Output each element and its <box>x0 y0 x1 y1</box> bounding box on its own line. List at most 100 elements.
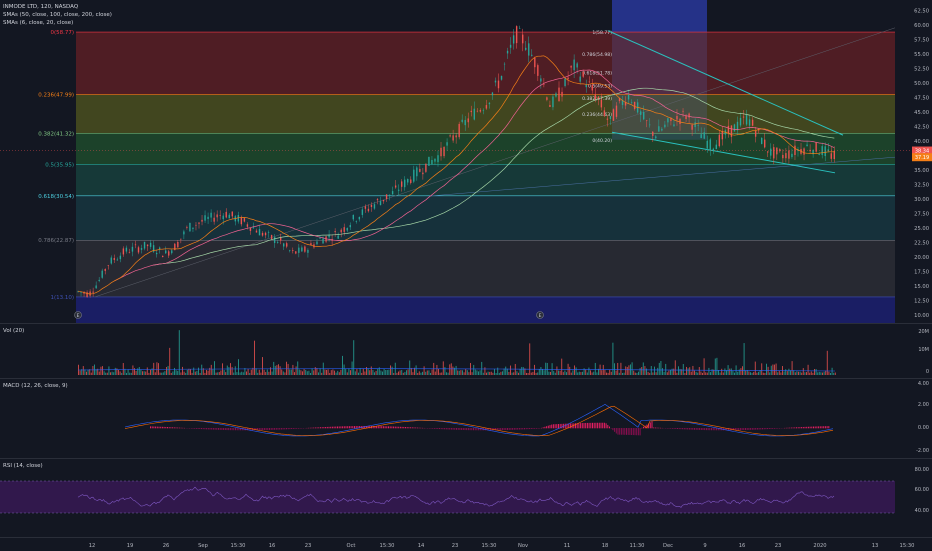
volume-bar <box>729 369 730 375</box>
macd-hist-bar <box>397 427 398 429</box>
candle-body <box>386 194 387 199</box>
macd-hist-bar <box>777 428 778 429</box>
candle-body <box>604 110 605 115</box>
macd-hist-bar <box>531 428 532 429</box>
macd-hist-bar <box>325 427 326 428</box>
candle-body <box>92 292 93 293</box>
macd-hist-bar <box>208 428 209 429</box>
candle-body <box>803 148 804 154</box>
macd-hist-bar <box>561 424 562 428</box>
candle-body <box>716 145 717 149</box>
candle-body <box>673 124 674 126</box>
volume-bar <box>396 373 397 375</box>
candle-body <box>434 159 435 162</box>
macd-hist-bar <box>298 428 299 429</box>
macd-hist-bar <box>364 426 365 428</box>
candle-body <box>643 112 644 119</box>
volume-bar <box>232 367 233 375</box>
macd-hist-bar <box>689 428 690 430</box>
macd-hist-bar <box>512 428 513 430</box>
time-axis-label: 12 <box>89 543 96 549</box>
macd-hist-bar <box>815 426 816 428</box>
volume-bar <box>328 369 329 375</box>
volume-bar <box>616 371 617 375</box>
volume-bar <box>472 372 473 375</box>
time-axis-label: 9 <box>703 543 706 549</box>
volume-bar <box>707 373 708 375</box>
candle-body <box>286 243 287 246</box>
macd-hist-bar <box>507 428 508 430</box>
volume-bar <box>816 369 817 375</box>
macd-hist-bar <box>267 428 268 430</box>
time-axis-label: 19 <box>127 543 134 549</box>
candle-body <box>392 191 393 194</box>
candle-body <box>682 111 683 112</box>
candle-body <box>271 235 272 239</box>
macd-hist-bar <box>390 426 391 428</box>
volume-bar <box>208 371 209 375</box>
fib-label: 0.5(35.95) <box>45 162 74 168</box>
candle-body <box>377 199 378 200</box>
candle-body <box>595 94 596 100</box>
volume-bar <box>136 371 137 375</box>
candle-body <box>749 119 750 125</box>
macd-hist-bar <box>621 428 622 435</box>
volume-bar <box>339 372 340 375</box>
volume-bar <box>355 371 356 375</box>
volume-bar <box>696 372 697 375</box>
candle-body <box>443 147 444 156</box>
macd-hist-bar <box>640 428 641 435</box>
volume-bar <box>276 365 277 375</box>
volume-bar <box>420 373 421 375</box>
candle-body <box>416 167 417 176</box>
volume-bar <box>451 363 452 375</box>
volume-bar <box>145 372 146 375</box>
macd-hist-bar <box>633 428 634 435</box>
volume-bar <box>227 366 228 375</box>
macd-hist-bar <box>153 426 154 428</box>
macd-hist-bar <box>629 428 630 435</box>
candle-body <box>791 154 792 157</box>
macd-hist-bar <box>618 428 619 435</box>
volume-bar <box>425 372 426 375</box>
volume-bar <box>198 368 199 375</box>
candle-body <box>150 243 151 247</box>
volume-bar <box>560 371 561 375</box>
volume-bar <box>721 369 722 375</box>
macd-hist-bar <box>403 427 404 428</box>
volume-bar <box>246 372 247 375</box>
macd-hist-bar <box>191 428 192 429</box>
macd-chart[interactable]: 4.002.000.00-2.00 <box>0 379 932 458</box>
volume-bar <box>691 372 692 375</box>
time-axis-label: 14 <box>418 543 425 549</box>
volume-bar <box>329 373 330 375</box>
volume-bar <box>779 370 780 375</box>
macd-hist-bar <box>575 423 576 428</box>
macd-hist-bar <box>704 428 705 430</box>
macd-hist-bar <box>670 428 671 429</box>
volume-bar <box>784 371 785 375</box>
candle-body <box>592 85 593 90</box>
macd-hist-bar <box>616 428 617 433</box>
macd-hist-bar <box>748 428 749 430</box>
volume-bar <box>491 372 492 375</box>
volume-bar <box>132 365 133 375</box>
macd-hist-bar <box>468 428 469 430</box>
fib-band <box>76 196 895 240</box>
time-axis-label: 2020 <box>813 543 826 549</box>
volume-bar <box>510 366 511 375</box>
candle-body <box>667 118 668 122</box>
candle-body <box>413 170 414 182</box>
price-chart[interactable]: 0(58.77)0.236(47.99)0.382(41.32)0.5(35.9… <box>0 0 932 323</box>
macd-hist-bar <box>346 426 347 428</box>
candle-body <box>204 215 205 220</box>
price-axis-label: 32.50 <box>914 182 929 188</box>
price-pane[interactable]: 0(58.77)0.236(47.99)0.382(41.32)0.5(35.9… <box>0 0 932 323</box>
